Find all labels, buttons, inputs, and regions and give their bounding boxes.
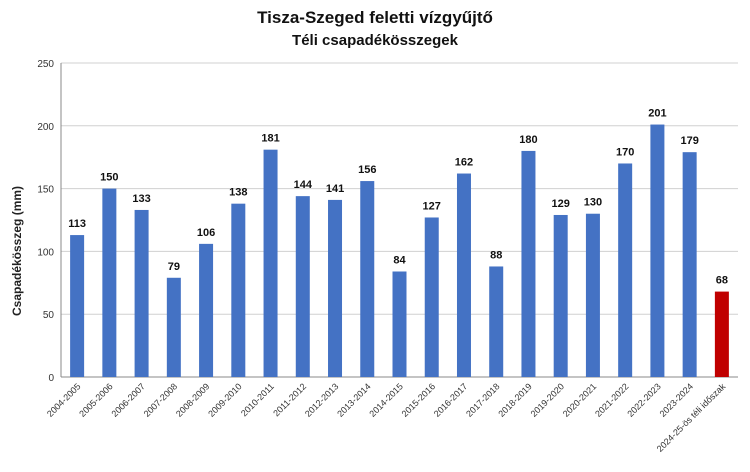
data-labels: 113 150 133 79 106 138 181 144 141 156 84 127 162 88 1… <box>68 108 728 287</box>
data-label: 130 <box>584 197 602 209</box>
data-label: 156 <box>358 164 376 176</box>
x-tick-label: 2014-2015 <box>367 381 405 419</box>
y-tick-label: 150 <box>37 185 54 196</box>
data-label: 180 <box>519 134 537 146</box>
bar <box>134 209 149 377</box>
data-label: 162 <box>455 157 473 169</box>
data-label: 144 <box>294 179 313 191</box>
data-label: 79 <box>168 261 180 273</box>
chart-subtitle: Téli csapadékösszegek <box>292 32 458 49</box>
bar <box>199 243 214 377</box>
y-tick-label: 250 <box>37 59 54 70</box>
x-tick-label: 2016-2017 <box>432 381 470 419</box>
bar <box>585 213 600 377</box>
x-tick-label: 2018-2019 <box>496 381 534 419</box>
bar <box>456 173 471 377</box>
x-tick-label: 2019-2020 <box>529 381 567 419</box>
data-label: 133 <box>132 193 150 205</box>
y-tick-label: 100 <box>37 247 54 258</box>
bar <box>360 181 375 377</box>
x-tick-label: 2017-2018 <box>464 381 502 419</box>
bar <box>424 217 439 377</box>
y-axis-label: Csapadékösszeg (mm) <box>10 186 24 316</box>
bar <box>166 277 181 377</box>
bar <box>618 163 633 377</box>
data-label: 113 <box>68 218 86 230</box>
bar <box>682 152 697 377</box>
x-tick-label: 2005-2006 <box>77 381 115 419</box>
x-tick-label: 2022-2023 <box>625 381 663 419</box>
data-label: 68 <box>716 275 728 287</box>
bar <box>263 149 278 377</box>
data-label: 129 <box>552 198 570 210</box>
x-tick-label: 2006-2007 <box>109 381 147 419</box>
data-label: 88 <box>490 249 502 261</box>
chart-title: Tisza-Szeged feletti vízgyűjtő <box>257 8 493 27</box>
bar <box>328 199 343 377</box>
bar <box>295 196 310 377</box>
x-tick-label: 2021-2022 <box>593 381 631 419</box>
bar <box>231 203 246 377</box>
bar <box>70 235 85 377</box>
y-tick-labels: 0 50 100 150 200 250 <box>37 59 54 384</box>
x-tick-label: 2012-2013 <box>303 381 341 419</box>
bar <box>714 291 729 377</box>
data-label: 201 <box>648 108 666 120</box>
x-tick-label: 2013-2014 <box>335 381 373 419</box>
x-tick-label: 2007-2008 <box>142 381 180 419</box>
data-label: 106 <box>197 227 215 239</box>
x-tick-label: 2015-2016 <box>400 381 438 419</box>
y-tick-label: 50 <box>43 310 55 321</box>
y-tick-label: 200 <box>37 122 54 133</box>
bar <box>553 214 568 377</box>
bar <box>521 150 536 377</box>
x-tick-label: 2020-2021 <box>561 381 599 419</box>
data-label: 84 <box>393 254 406 266</box>
bar <box>650 124 665 377</box>
bar <box>102 188 117 377</box>
x-tick-label: 2009-2010 <box>206 381 244 419</box>
data-label: 127 <box>423 200 441 212</box>
bar <box>489 266 504 377</box>
x-tick-labels: 2004-20052005-20062006-20072007-20082008… <box>45 381 728 454</box>
bar <box>392 271 407 377</box>
data-label: 141 <box>326 183 344 195</box>
bars <box>70 124 729 377</box>
data-label: 179 <box>680 135 698 147</box>
x-tick-label: 2004-2005 <box>45 381 83 419</box>
data-label: 181 <box>261 133 279 145</box>
y-tick-label: 0 <box>48 373 54 384</box>
data-label: 170 <box>616 146 634 158</box>
x-tick-label: 2010-2011 <box>239 381 276 418</box>
data-label: 138 <box>229 187 247 199</box>
data-label: 150 <box>100 172 118 184</box>
x-tick-label: 2008-2009 <box>174 381 212 419</box>
